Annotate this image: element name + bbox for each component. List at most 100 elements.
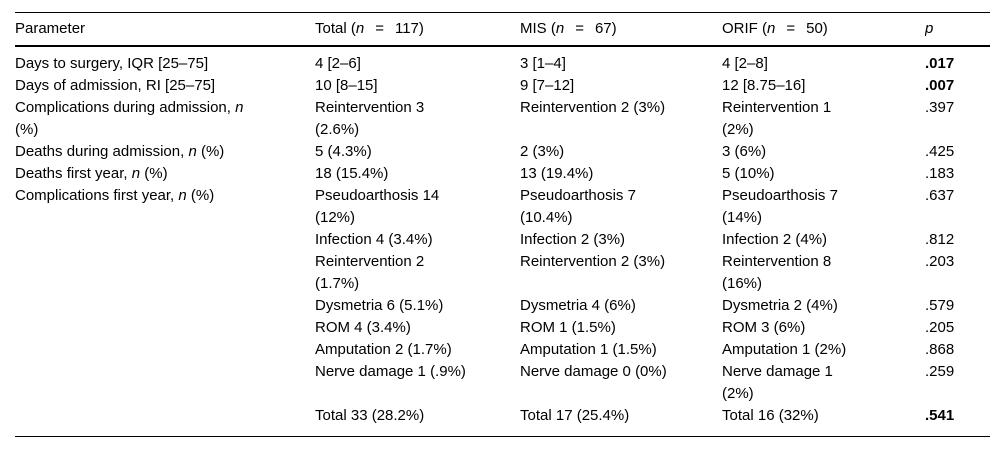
parameter-label-suffix: (%): [140, 165, 168, 182]
p-value-cell: .868: [925, 341, 955, 358]
total-value-cell: Reintervention 3 (2.6%): [315, 99, 425, 138]
total-value-cell: ROM 4 (3.4%): [315, 319, 411, 336]
parameter-cell: Complications during admission, n (%): [15, 97, 315, 141]
mis-value-cell: 2 (3%): [520, 143, 565, 160]
col-header-orif-count: 50): [806, 20, 828, 37]
p-value-cell: .541: [925, 407, 955, 424]
parameter-cell: [15, 295, 315, 317]
col-header-mis: MIS (n = 67): [520, 12, 722, 47]
page: Parameter Total (n = 117) MIS (n = 67) ORIF …: [15, 12, 990, 437]
mis-value-cell: Dysmetria 4 (6%): [520, 297, 636, 314]
table-row: ROM 4 (3.4%) ROM 1 (1.5%) ROM 3 (6%) .20…: [15, 317, 990, 339]
total-value-cell: 18 (15.4%): [315, 165, 389, 182]
mis-value-cell: ROM 1 (1.5%): [520, 319, 616, 336]
col-header-total-count: 117): [394, 20, 424, 37]
mis-value-cell: Amputation 1 (1.5%): [520, 341, 657, 358]
total-value-cell: Nerve damage 1 (.9%): [315, 363, 466, 380]
equals-sign: =: [575, 20, 584, 37]
p-value-cell: .579: [925, 297, 955, 314]
equals-sign: =: [375, 20, 384, 37]
table-row: Days to surgery, IQR [25–75] 4 [2–6] 3 […: [15, 46, 990, 75]
p-value-cell: .017: [925, 55, 955, 72]
col-header-p: p: [925, 12, 990, 47]
total-value-cell: Infection 4 (3.4%): [315, 231, 433, 248]
p-value-cell: .397: [925, 99, 955, 116]
total-value-cell: Pseudoarthosis 14 (12%): [315, 187, 440, 226]
parameter-label: Deaths during admission,: [15, 143, 189, 160]
col-header-orif: ORIF (n = 50): [722, 12, 925, 47]
parameter-cell: [15, 405, 315, 437]
parameter-cell: Deaths during admission, n (%): [15, 141, 315, 163]
mis-value-cell: Pseudoarthosis 7 (10.4%): [520, 187, 636, 226]
table-row: Days of admission, RI [25–75] 10 [8–15] …: [15, 75, 990, 97]
mis-value-cell: 13 (19.4%): [520, 165, 594, 182]
col-header-mis-count: 67): [594, 20, 617, 37]
col-header-parameter: Parameter: [15, 12, 315, 47]
parameter-label: Days of admission, RI [25–75]: [15, 77, 216, 94]
table-row: Deaths during admission, n (%) 5 (4.3%) …: [15, 141, 990, 163]
header-row: Parameter Total (n = 117) MIS (n = 67) ORIF …: [15, 12, 990, 47]
parameter-cell: [15, 251, 315, 295]
col-header-mis-pre: MIS (: [520, 20, 556, 37]
parameter-cell: Days of admission, RI [25–75]: [15, 75, 315, 97]
p-value-cell: .259: [925, 363, 955, 380]
mis-value-cell: Total 17 (25.4%): [520, 407, 630, 424]
total-value-cell: 10 [8–15]: [315, 77, 378, 94]
results-table: Parameter Total (n = 117) MIS (n = 67) ORIF …: [15, 12, 990, 437]
table-row: Deaths first year, n (%) 18 (15.4%) 13 (…: [15, 163, 990, 185]
mis-value-cell: 3 [1–4]: [520, 55, 566, 72]
col-header-parameter-label: Parameter: [15, 20, 86, 37]
p-value-cell: .425: [925, 143, 955, 160]
p-value-cell: .007: [925, 77, 955, 94]
table-row: Amputation 2 (1.7%) Amputation 1 (1.5%) …: [15, 339, 990, 361]
col-header-total-pre: Total (: [315, 20, 356, 37]
parameter-cell: [15, 229, 315, 251]
orif-value-cell: Reintervention 8 (16%): [722, 253, 832, 292]
orif-value-cell: Reintervention 1 (2%): [722, 99, 832, 138]
mis-value-cell: 9 [7–12]: [520, 77, 575, 94]
parameter-label-suffix: (%): [15, 121, 39, 138]
parameter-cell: [15, 317, 315, 339]
parameter-cell: Deaths first year, n (%): [15, 163, 315, 185]
orif-value-cell: Nerve damage 1 (2%): [722, 363, 833, 402]
total-value-cell: 4 [2–6]: [315, 55, 361, 72]
orif-value-cell: 5 (10%): [722, 165, 775, 182]
table-row: Nerve damage 1 (.9%) Nerve damage 0 (0%)…: [15, 361, 990, 405]
total-value-cell: Amputation 2 (1.7%): [315, 341, 452, 358]
orif-value-cell: 12 [8.75–16]: [722, 77, 806, 94]
total-value-cell: Total 33 (28.2%): [315, 407, 425, 424]
mis-value-cell: Nerve damage 0 (0%): [520, 363, 667, 380]
n-symbol: n: [355, 20, 365, 37]
parameter-cell: [15, 361, 315, 405]
mis-value-cell: Reintervention 2 (3%): [520, 253, 666, 270]
parameter-cell: [15, 339, 315, 361]
p-value-cell: .205: [925, 319, 955, 336]
n-symbol: n: [178, 187, 187, 204]
orif-value-cell: 4 [2–8]: [722, 55, 768, 72]
n-symbol: n: [767, 20, 776, 37]
parameter-label-suffix: (%): [196, 143, 225, 160]
parameter-label: Deaths first year,: [15, 165, 132, 182]
table-row: Reintervention 2 (1.7%) Reintervention 2…: [15, 251, 990, 295]
orif-value-cell: Amputation 1 (2%): [722, 341, 847, 358]
parameter-label: Complications first year,: [15, 187, 179, 204]
p-value-cell: .203: [925, 253, 955, 270]
n-symbol: n: [131, 165, 141, 182]
orif-value-cell: 3 (6%): [722, 143, 767, 160]
p-symbol: p: [925, 20, 934, 37]
table-row: Dysmetria 6 (5.1%) Dysmetria 4 (6%) Dysm…: [15, 295, 990, 317]
col-header-total: Total (n = 117): [315, 12, 520, 47]
col-header-orif-pre: ORIF (: [722, 20, 767, 37]
table-row: Total 33 (28.2%) Total 17 (25.4%) Total …: [15, 405, 990, 437]
orif-value-cell: ROM 3 (6%): [722, 319, 806, 336]
total-value-cell: 5 (4.3%): [315, 143, 372, 160]
parameter-label: Complications during admission,: [15, 99, 236, 116]
table-row: Complications during admission, n (%) Re…: [15, 97, 990, 141]
table-row: Infection 4 (3.4%) Infection 2 (3%) Infe…: [15, 229, 990, 251]
n-symbol: n: [555, 20, 565, 37]
parameter-cell: Days to surgery, IQR [25–75]: [15, 46, 315, 75]
orif-value-cell: Infection 2 (4%): [722, 231, 828, 248]
n-symbol: n: [235, 99, 244, 116]
parameter-label-suffix: (%): [186, 187, 215, 204]
n-symbol: n: [188, 143, 197, 160]
